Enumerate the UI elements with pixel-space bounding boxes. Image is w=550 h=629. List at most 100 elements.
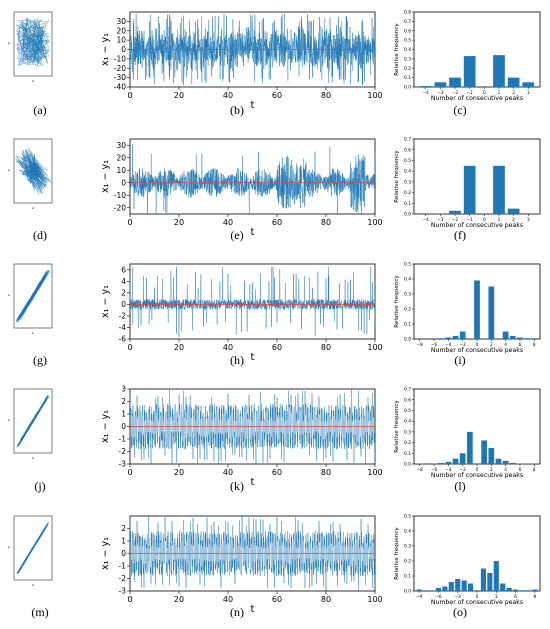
y-tick-label: 6 bbox=[121, 265, 126, 274]
x-tick-label: 20 bbox=[174, 218, 184, 227]
histogram-l: −8 −6 −4 −2 0 2 4 6 8 0.0 0.1 0.2 0.3 0.4 0.5 0.6 0.7 Num… bbox=[394, 387, 541, 479]
x-tick-label: 9 bbox=[534, 594, 537, 599]
x-tick-label: 3 bbox=[527, 217, 530, 222]
y-tick-label: -4 bbox=[119, 323, 127, 332]
portrait-xlabel: x₁ bbox=[32, 79, 35, 83]
bar-5 bbox=[509, 336, 516, 339]
histogram-c: −4 −3 −2 −1 0 1 2 3 0.0 0.1 0.2 0.3 0.4 0.5 0.6 0.7 0.8 N… bbox=[394, 10, 541, 102]
x-tick-label: 20 bbox=[174, 595, 184, 604]
y-tick-label: 0.3 bbox=[404, 544, 411, 550]
y-tick-label: 2 bbox=[121, 524, 126, 533]
y-tick-label: 0.7 bbox=[404, 387, 411, 393]
y-tick-label: 0.2 bbox=[404, 440, 411, 446]
x-axis-label: Number of consecutive peaks bbox=[431, 472, 523, 479]
bar-1 bbox=[480, 568, 486, 591]
y-tick-label: 0.0 bbox=[404, 462, 411, 468]
portrait-frame bbox=[13, 388, 53, 454]
y-tick-label: 2 bbox=[121, 288, 126, 297]
bar--5 bbox=[438, 462, 445, 464]
bar--4 bbox=[445, 461, 452, 464]
bar--5 bbox=[442, 586, 448, 591]
x-tick-label: 100 bbox=[367, 218, 382, 227]
y-tick-label: 0.2 bbox=[404, 559, 411, 565]
series-line bbox=[129, 266, 376, 338]
y-tick-label: 0 bbox=[121, 549, 126, 558]
x-axis-label: t bbox=[251, 100, 255, 111]
bar-1 bbox=[481, 440, 488, 464]
phase-portrait-d: x₂ x₁ bbox=[8, 138, 53, 210]
y-tick-label: 0.1 bbox=[404, 201, 411, 207]
portrait-frame bbox=[13, 138, 53, 204]
x-tick-label: 2 bbox=[512, 90, 515, 95]
x-axis-label: Number of consecutive peaks bbox=[431, 347, 523, 354]
plot-frame bbox=[413, 388, 541, 465]
x-tick-label: −1 bbox=[467, 217, 474, 222]
y-tick-label: -6 bbox=[119, 335, 127, 344]
bar--1 bbox=[468, 583, 474, 591]
bar-9 bbox=[532, 589, 538, 591]
y-tick-label: 0.1 bbox=[404, 451, 411, 457]
portrait-frame bbox=[13, 515, 53, 581]
x-tick-label: 20 bbox=[174, 343, 184, 352]
y-tick-label: 0.6 bbox=[404, 147, 411, 153]
portrait-ylabel: x₂ bbox=[8, 41, 11, 45]
y-tick-label: 0.4 bbox=[404, 529, 411, 535]
bar-7 bbox=[524, 463, 530, 464]
x-tick-label: 0 bbox=[127, 91, 132, 100]
y-tick-label: 0.2 bbox=[404, 307, 411, 313]
x-tick-label: 4 bbox=[504, 467, 507, 472]
x-axis-label: Number of consecutive peaks bbox=[431, 95, 523, 102]
time-series-k: 0 20 40 60 80 100 -3 -2 -1 0 1 2 3 t x₁ − y₁ bbox=[100, 385, 383, 488]
caption-d: (d) bbox=[33, 228, 47, 242]
caption-o: (o) bbox=[453, 605, 467, 619]
x-tick-label: −6 bbox=[435, 594, 442, 599]
y-tick-label: 0.8 bbox=[404, 10, 411, 16]
y-tick-label: 0.1 bbox=[404, 574, 411, 580]
x-axis-label: Number of consecutive peaks bbox=[431, 222, 523, 229]
caption-b: (b) bbox=[230, 103, 244, 117]
y-tick-label: 0.0 bbox=[404, 212, 411, 218]
y-tick-label: 0.6 bbox=[404, 28, 411, 34]
x-tick-label: −4 bbox=[423, 90, 430, 95]
y-tick-label: 0.4 bbox=[404, 47, 411, 53]
phase-portrait-j: x₂ x₁ bbox=[8, 388, 53, 460]
time-series-n: 0 20 40 60 80 100 -3 -2 -1 0 1 2 t x₁ − y₁ bbox=[100, 515, 383, 615]
x-tick-label: 80 bbox=[321, 91, 331, 100]
x-tick-label: 80 bbox=[321, 468, 331, 477]
x-tick-label: 6 bbox=[519, 467, 522, 472]
x-tick-label: 3 bbox=[527, 90, 530, 95]
x-tick-label: −4 bbox=[423, 217, 430, 222]
y-axis-label: Relative frequency bbox=[394, 400, 400, 453]
y-tick-label: -2 bbox=[119, 447, 127, 456]
bar--2 bbox=[461, 580, 467, 591]
bar--3 bbox=[434, 82, 447, 87]
y-tick-label: 0.3 bbox=[404, 56, 411, 62]
x-tick-label: 2 bbox=[490, 342, 493, 347]
caption-f: (f) bbox=[454, 228, 466, 242]
histogram-f: −4 −3 −2 −1 0 1 2 3 0.0 0.1 0.2 0.3 0.4 0.5 0.6 0.7 Numb… bbox=[394, 137, 541, 229]
y-tick-label: 2 bbox=[121, 397, 126, 406]
caption-l: (l) bbox=[454, 479, 465, 493]
x-tick-label: 3 bbox=[495, 594, 498, 599]
bar-5 bbox=[506, 588, 512, 591]
x-tick-label: 80 bbox=[321, 595, 331, 604]
portrait-trajectory bbox=[16, 17, 50, 67]
bar-8 bbox=[531, 463, 538, 464]
x-tick-label: 8 bbox=[533, 342, 536, 347]
portrait-xlabel: x₁ bbox=[32, 206, 35, 210]
bar-1 bbox=[493, 165, 505, 214]
x-tick-label: 20 bbox=[174, 468, 184, 477]
bar-5 bbox=[509, 462, 516, 464]
portrait-frame bbox=[13, 11, 53, 77]
caption-m: (m) bbox=[31, 605, 48, 619]
series-line bbox=[129, 144, 376, 215]
y-tick-label: 20 bbox=[116, 153, 126, 162]
x-tick-label: −4 bbox=[445, 342, 452, 347]
x-tick-label: −8 bbox=[417, 467, 424, 472]
x-axis-label: t bbox=[251, 604, 255, 615]
bar-3 bbox=[495, 458, 502, 464]
x-tick-label: 100 bbox=[367, 343, 382, 352]
bar--3 bbox=[452, 336, 459, 339]
bar-6 bbox=[517, 337, 523, 339]
y-axis-label: Relative frequency bbox=[394, 150, 400, 203]
